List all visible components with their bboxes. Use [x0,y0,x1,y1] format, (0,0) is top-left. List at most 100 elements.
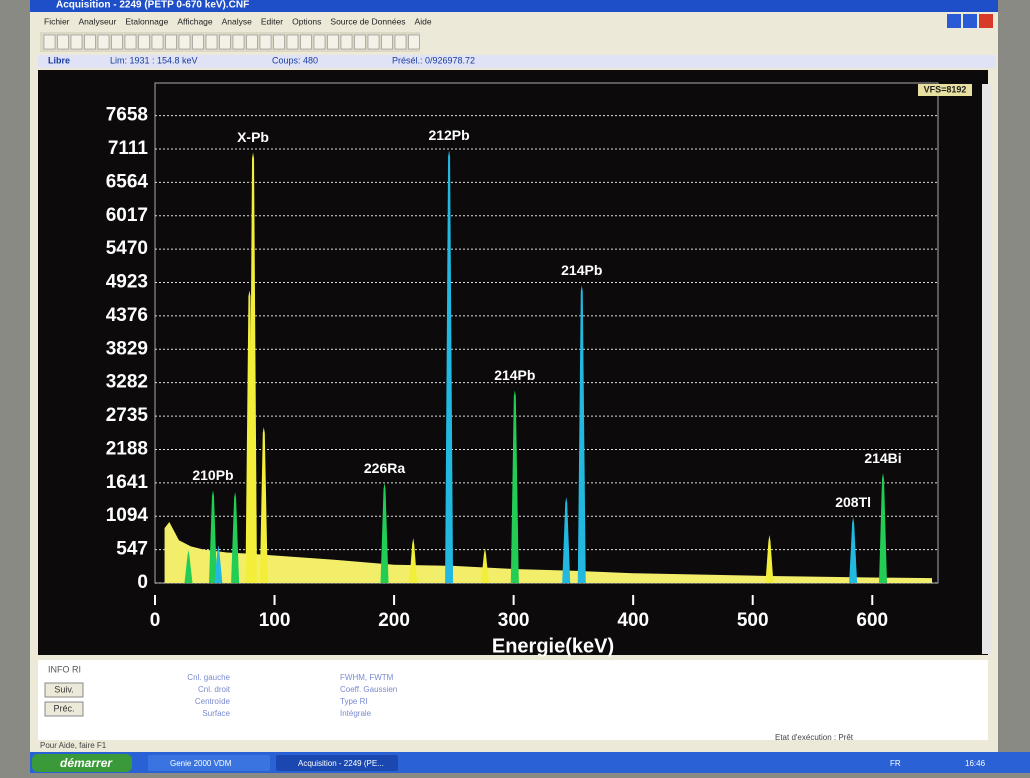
menu-item[interactable]: Analyse [222,16,253,26]
menu-item[interactable]: Source de Données [330,16,405,26]
language: FR [890,759,901,768]
x-tick-label: 200 [378,610,410,631]
start-label[interactable]: démarrer [60,756,113,770]
menu-item[interactable]: Affichage [177,16,213,26]
peak-label: 214Pb [561,262,602,278]
info-title: INFO RI [48,664,81,674]
x-axis-label: Energie(keV) [492,635,614,657]
peak-label: X-Pb [237,129,269,145]
toolbar-button[interactable] [354,34,366,50]
toolbar-button[interactable] [273,34,285,50]
toolbar-button[interactable] [394,34,407,50]
peak-label: 208Tl [835,494,871,510]
panel-button[interactable] [44,701,84,717]
peak-label: 210Pb [192,467,233,483]
peak-label: 212Pb [428,127,469,143]
toolbar-button[interactable] [84,34,96,50]
field-label: Surface [202,709,230,718]
y-tick-label: 1094 [106,505,149,526]
x-tick-label: 100 [259,610,291,631]
toolbar-button[interactable] [313,34,326,50]
y-tick-label: 5470 [106,238,148,259]
task-button[interactable] [148,755,270,771]
field-label: Coeff. Gaussien [340,685,397,694]
y-tick-label: 1641 [106,472,149,493]
peak [259,427,268,583]
toolbar-button[interactable] [165,34,177,50]
y-tick-label: 6017 [106,205,148,226]
y-tick-label: 7658 [106,105,148,126]
x-tick-label: 500 [737,610,769,631]
panel-button-label[interactable]: Préc. [53,703,74,713]
toolbar-button[interactable] [286,34,299,50]
toolbar-button[interactable] [232,34,245,50]
toolbar-button[interactable] [151,34,164,50]
clock: 16:46 [965,759,986,768]
peak [480,548,489,583]
toolbar-button[interactable] [111,34,123,50]
peak [380,483,389,583]
peak [231,492,240,583]
counts: Coups: 480 [272,55,318,65]
menu-item[interactable]: Analyseur [79,16,117,26]
toolbar-button[interactable] [124,34,137,50]
minimize-button[interactable] [947,14,961,28]
toolbar-button[interactable] [97,34,110,50]
field-label: Cnl. gauche [187,673,230,682]
y-tick-label: 3829 [106,338,148,359]
toolbar-button[interactable] [259,34,272,50]
menu-item[interactable]: Aide [415,16,432,26]
task-label[interactable]: Genie 2000 VDM [170,759,232,768]
toolbar-button[interactable] [381,34,393,50]
peak [249,152,258,583]
menu-item[interactable]: Options [292,16,321,26]
x-tick-label: 300 [498,610,530,631]
task-button[interactable] [276,755,398,771]
scrollbar[interactable] [982,84,992,654]
field-label: Centroïde [195,697,231,706]
menu-item[interactable]: Fichier [44,16,70,26]
toolbar-button[interactable] [205,34,218,50]
limit: Lim: 1931 : 154.8 keV [110,55,198,65]
toolbar-button[interactable] [300,34,312,50]
panel-button[interactable] [44,682,84,698]
start-button[interactable] [32,754,132,772]
toolbar-button[interactable] [340,34,353,50]
state-text: Etat d'exécution : Prêt [775,733,854,742]
menu-item[interactable]: Etalonnage [125,16,168,26]
status-strip [38,55,996,68]
maximize-button[interactable] [963,14,977,28]
toolbar-button[interactable] [327,34,339,50]
toolbar-button[interactable] [367,34,380,50]
window-title: Acquisition - 2249 (PETP 0-670 keV).CNF [56,0,249,11]
toolbar-button[interactable] [246,34,258,50]
close-button[interactable] [979,14,993,28]
toolbar-button[interactable] [43,34,56,50]
peak [849,517,858,583]
peak [184,550,193,583]
task-label[interactable]: Acquisition - 2249 (PE... [298,759,384,768]
toolbar-button[interactable] [138,34,150,50]
toolbar-button[interactable] [192,34,204,50]
mode: Libre [48,55,70,65]
y-tick-label: 2188 [106,438,148,459]
toolbar-button[interactable] [408,34,420,50]
x-tick-label: 400 [617,610,649,631]
peak [562,497,571,583]
peak-label: 214Pb [494,367,535,383]
toolbar-button[interactable] [219,34,231,50]
peak-label: 214Bi [864,450,901,466]
y-tick-label: 3282 [106,372,148,393]
vfs-label: VFS=8192 [924,84,967,94]
y-tick-label: 4376 [106,305,148,326]
toolbar-button[interactable] [178,34,191,50]
toolbar-button[interactable] [70,34,83,50]
panel-button-label[interactable]: Suiv. [54,684,73,694]
help-text: Pour Aide, faire F1 [40,741,107,750]
preset: Présél.: 0/926978.72 [392,55,475,65]
toolbar-button[interactable] [57,34,69,50]
background-continuum [164,521,933,583]
menu-item[interactable]: Editer [261,16,283,26]
info-panel [38,660,988,740]
